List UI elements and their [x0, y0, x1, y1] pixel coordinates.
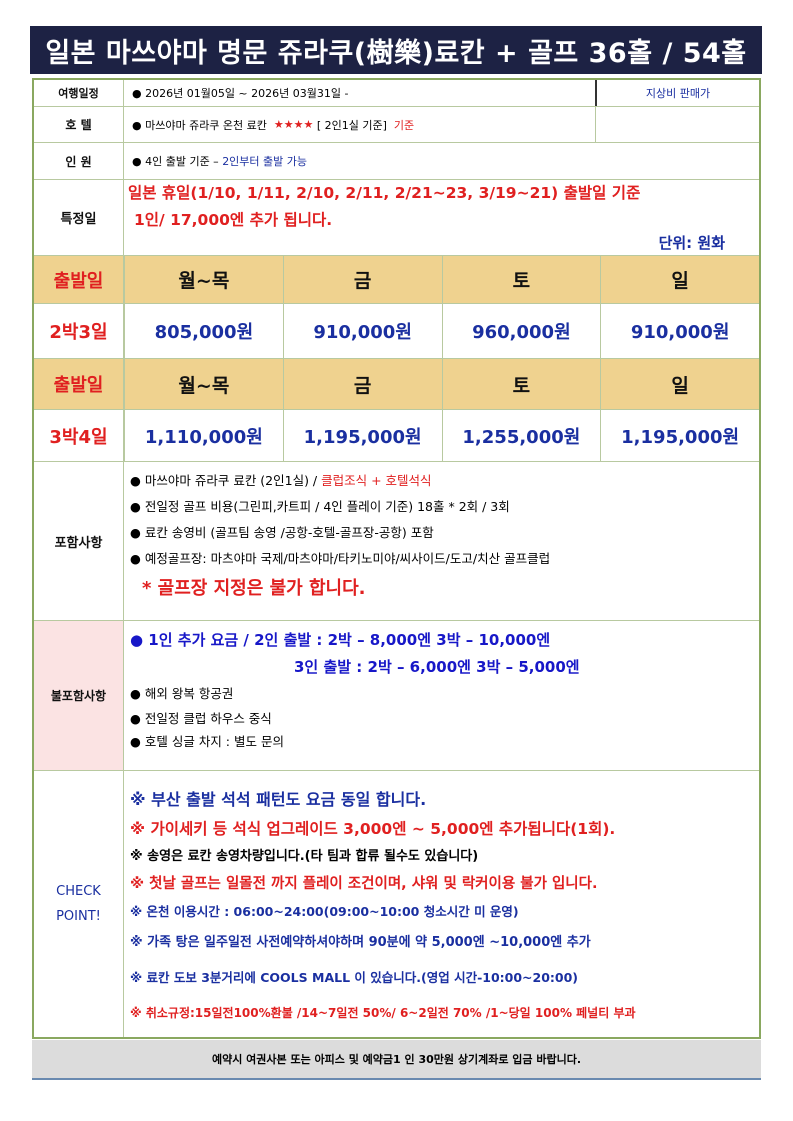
day-col: 토: [441, 256, 601, 303]
excluded-item: ● 전일정 클럽 하우스 중식: [130, 711, 272, 726]
hotel-name: ● 마쓰야마 쥬라쿠 온천 료칸: [132, 118, 267, 132]
checkpoint-item: ※ 취소규정:15일전100%환불 /14~7일전 50%/ 6~2일전 70%…: [130, 1006, 636, 1020]
excluded-item: ● 호텔 싱글 차지 : 별도 문의: [130, 734, 284, 749]
checkpoint-list: ※ 부산 출발 석석 패턴도 요금 동일 합니다. ※ 가이세키 등 석식 업그…: [124, 771, 759, 1037]
extra-fee-3pax: 3인 출발 : 2박 – 6,000엔 3박 – 5,000엔: [294, 658, 580, 676]
day-col: 월~목: [124, 256, 283, 303]
checkpoint-item: ※ 료칸 도보 3분거리에 COOLS MALL 이 있습니다.(영업 시간-1…: [130, 970, 579, 985]
included-item: ● 료칸 송영비 (골프팀 송영 /공항-호텔-골프장-공항) 포함: [130, 525, 434, 540]
hotel-value: ● 마쓰야마 쥬라쿠 온천 료칸 ★★★★ [ 2인1실 기준] 기준: [124, 107, 595, 142]
day-col: 토: [441, 359, 601, 409]
checkpoint-item: ※ 송영은 료칸 송영차량입니다.(타 팀과 합류 될수도 있습니다): [130, 849, 479, 864]
checkpoint-label-2: POINT!: [56, 909, 101, 924]
price-cell: 960,000원: [441, 304, 601, 358]
price-header-row: 출발일 월~목 금 토 일: [34, 256, 759, 304]
people-row: 인 원 ● 4인 출발 기준 – 2인부터 출발 가능: [34, 143, 759, 180]
checkpoint-item: ※ 첫날 골프는 일몰전 까지 플레이 조건이며, 샤워 및 락커이용 불가 입…: [130, 876, 598, 892]
included-item-text: ● 마쓰야마 쥬라쿠 료칸 (2인1실) /: [130, 473, 318, 488]
included-row: 포함사항 ● 마쓰야마 쥬라쿠 료칸 (2인1실) / 클럽조식 + 호텔석식 …: [34, 462, 759, 621]
included-item: ● 예정골프장: 마츠야마 국제/마츠야마/타키노미야/씨사이드/도고/치산 골…: [130, 551, 551, 566]
included-label: 포함사항: [34, 462, 124, 620]
duration-label: 2박3일: [34, 304, 124, 358]
checkpoint-item: ※ 온천 이용시간 : 06:00~24:00(09:00~10:00 청소시간…: [130, 904, 519, 919]
checkpoint-row: CHECK POINT! ※ 부산 출발 석석 패턴도 요금 동일 합니다. ※ …: [34, 771, 759, 1037]
day-col: 금: [282, 256, 442, 303]
extra-fee-2pax: ● 1인 추가 요금 / 2인 출발 : 2박 – 8,000엔 3박 – 10…: [130, 631, 551, 649]
people-min: ● 4인 출발 기준 –: [132, 155, 219, 168]
price-cell: 805,000원: [124, 304, 283, 358]
checkpoint-label-1: CHECK: [56, 884, 101, 899]
day-col: 월~목: [124, 359, 283, 409]
special-content: 일본 휴일(1/10, 1/11, 2/10, 2/11, 2/21~23, 3…: [124, 180, 759, 255]
checkpoint-item: ※ 가족 탕은 일주일전 사전예약하셔야하며 90분에 약 5,000엔 ~10…: [130, 935, 591, 950]
hotel-side: [595, 107, 759, 142]
special-dates: 일본 휴일(1/10, 1/11, 2/10, 2/11, 2/21~23, 3…: [128, 184, 641, 202]
schedule-value: ● 2026년 01월05일 ~ 2026년 03월31일 -: [132, 87, 349, 100]
excluded-label: 불포함사항: [34, 621, 124, 770]
golf-course-warning: * 골프장 지정은 불가 합니다.: [142, 578, 366, 599]
booking-notice: 예약시 여권사본 또는 아피스 및 예약금1 인 30만원 상기계좌로 입금 바…: [32, 1040, 761, 1080]
price-cell: 1,110,000원: [124, 410, 283, 461]
hotel-row: 호 텔 ● 마쓰야마 쥬라쿠 온천 료칸 ★★★★ [ 2인1실 기준] 기준: [34, 107, 759, 143]
hotel-suffix: 기준: [393, 118, 415, 132]
checkpoint-label: CHECK POINT!: [34, 771, 124, 1037]
day-col: 금: [282, 359, 442, 409]
special-label: 특정일: [34, 180, 124, 255]
day-col: 일: [600, 256, 759, 303]
hotel-label: 호 텔: [34, 107, 124, 142]
star-rating: ★★★★: [273, 118, 314, 131]
price-cell: 910,000원: [282, 304, 442, 358]
special-surcharge: 1인/ 17,000엔 추가 됩니다.: [134, 211, 333, 229]
page-title: 일본 마쓰야마 명문 쥬라쿠(樹樂)료칸 + 골프 36홀 / 54홀: [30, 26, 762, 74]
excluded-row: 불포함사항 ● 1인 추가 요금 / 2인 출발 : 2박 – 8,000엔 3…: [34, 621, 759, 771]
room-basis: [ 2인1실 기준]: [316, 118, 387, 132]
departure-label: 출발일: [34, 256, 124, 303]
price-cell: 1,195,000원: [600, 410, 759, 461]
excluded-list: ● 1인 추가 요금 / 2인 출발 : 2박 – 8,000엔 3박 – 10…: [124, 621, 759, 770]
price-header-row: 출발일 월~목 금 토 일: [34, 359, 759, 410]
included-list: ● 마쓰야마 쥬라쿠 료칸 (2인1실) / 클럽조식 + 호텔석식 ● 전일정…: [124, 462, 759, 620]
duration-label: 3박4일: [34, 410, 124, 461]
schedule-label: 여행일정: [34, 80, 124, 106]
checkpoint-item: ※ 부산 출발 석석 패턴도 요금 동일 합니다.: [130, 790, 427, 809]
price-row: 2박3일 805,000원 910,000원 960,000원 910,000원: [34, 304, 759, 359]
price-cell: 910,000원: [600, 304, 759, 358]
info-table: 여행일정 ● 2026년 01월05일 ~ 2026년 03월31일 - 지상비…: [32, 78, 761, 1039]
included-item: ● 마쓰야마 쥬라쿠 료칸 (2인1실) / 클럽조식 + 호텔석식: [130, 468, 759, 494]
day-col: 일: [600, 359, 759, 409]
schedule-row: 여행일정 ● 2026년 01월05일 ~ 2026년 03월31일 - 지상비…: [34, 80, 759, 107]
price-type: 지상비 판매가: [595, 80, 759, 106]
special-row: 특정일 일본 휴일(1/10, 1/11, 2/10, 2/11, 2/21~2…: [34, 180, 759, 256]
price-cell: 1,255,000원: [441, 410, 601, 461]
included-item: ● 전일정 골프 비용(그린피,카트피 / 4인 플레이 기준) 18홀 * 2…: [130, 499, 510, 514]
departure-label: 출발일: [34, 359, 124, 409]
people-value: ● 4인 출발 기준 – 2인부터 출발 가능: [124, 143, 759, 179]
excluded-item: ● 해외 왕복 항공권: [130, 686, 234, 701]
people-note: 2인부터 출발 가능: [222, 155, 308, 168]
price-row: 3박4일 1,110,000원 1,195,000원 1,255,000원 1,…: [34, 410, 759, 462]
people-label: 인 원: [34, 143, 124, 179]
currency-unit: 단위: 원화: [658, 234, 725, 252]
meal-note: 클럽조식 + 호텔석식: [321, 473, 432, 488]
price-cell: 1,195,000원: [282, 410, 442, 461]
checkpoint-item: ※ 가이세키 등 석식 업그레이드 3,000엔 ~ 5,000엔 추가됩니다(…: [130, 820, 616, 838]
